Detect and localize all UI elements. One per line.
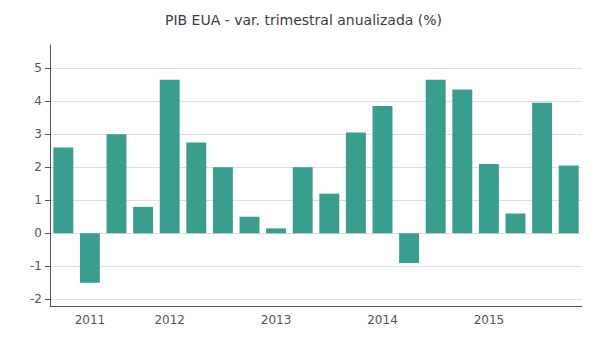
svg-text:-1: -1	[30, 259, 42, 273]
svg-text:2015: 2015	[474, 313, 505, 327]
svg-text:-2: -2	[30, 292, 42, 306]
svg-text:PIB EUA - var. trimestral anua: PIB EUA - var. trimestral anualizada (%)	[165, 12, 442, 28]
svg-text:2: 2	[34, 160, 42, 174]
svg-text:2012: 2012	[154, 313, 185, 327]
svg-text:4: 4	[34, 94, 42, 108]
svg-text:2011: 2011	[75, 313, 106, 327]
svg-text:0: 0	[34, 226, 42, 240]
svg-text:1: 1	[34, 193, 42, 207]
svg-text:3: 3	[34, 127, 42, 141]
svg-text:5: 5	[34, 61, 42, 75]
svg-text:2013: 2013	[261, 313, 292, 327]
svg-text:2014: 2014	[367, 313, 398, 327]
